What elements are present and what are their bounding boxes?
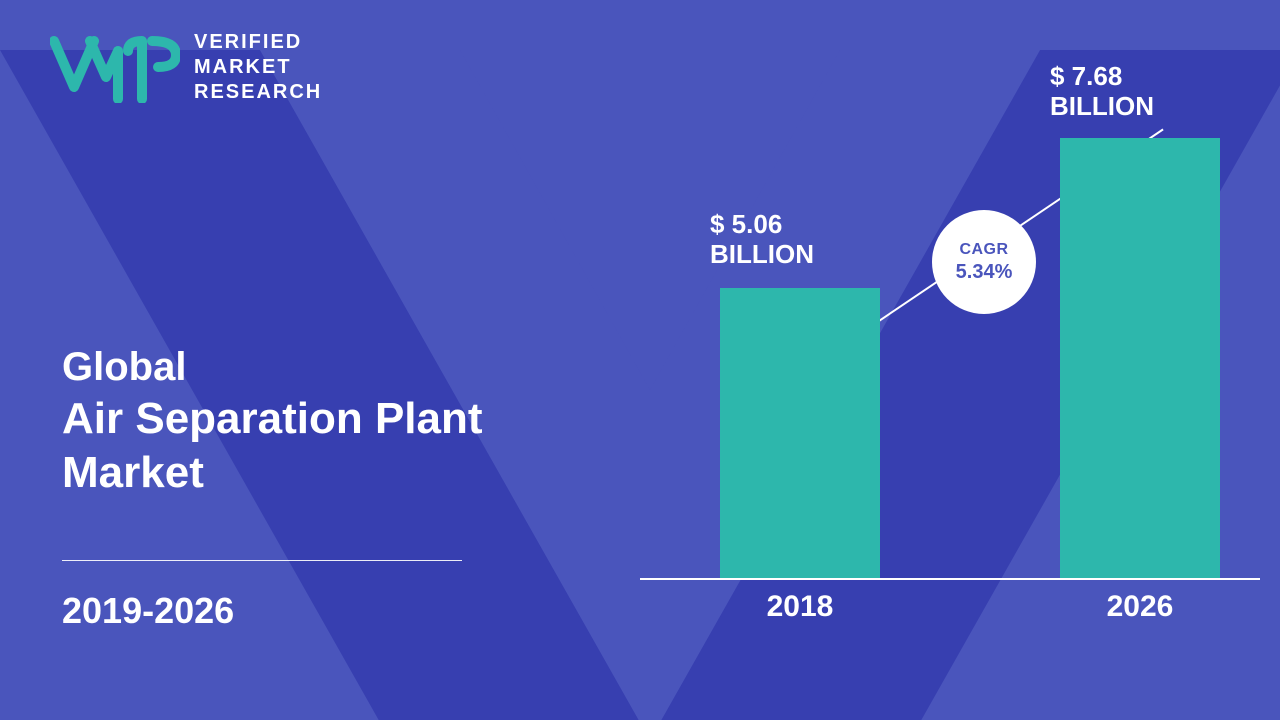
year-range: 2019-2026: [62, 590, 234, 632]
bar-2026-value: $ 7.68 BILLION: [1050, 62, 1154, 122]
brand-logo: VERIFIED MARKET RESEARCH: [50, 30, 322, 105]
bar-2018-value: $ 5.06 BILLION: [710, 210, 814, 270]
title-line-3: Market: [62, 448, 483, 498]
logo-text-line2: MARKET: [194, 55, 322, 80]
title-line-1: Global: [62, 345, 483, 390]
logo-text: VERIFIED MARKET RESEARCH: [194, 30, 322, 105]
title-block: Global Air Separation Plant Market: [62, 345, 483, 498]
bar-2026-value-line1: $ 7.68: [1050, 61, 1122, 91]
bar-2018-year: 2018: [740, 590, 860, 624]
title-line-2: Air Separation Plant: [62, 394, 483, 444]
bar-2018: [720, 288, 880, 578]
bar-2026-year: 2026: [1080, 590, 1200, 624]
cagr-value: 5.34%: [956, 261, 1013, 284]
bar-2018-value-line1: $ 5.06: [710, 209, 782, 239]
bar-2026: [1060, 138, 1220, 578]
chart-baseline: [640, 578, 1260, 580]
cagr-label: CAGR: [959, 241, 1008, 259]
logo-text-line3: RESEARCH: [194, 80, 322, 105]
logo-text-line1: VERIFIED: [194, 30, 322, 55]
infographic-canvas: VERIFIED MARKET RESEARCH Global Air Sepa…: [0, 0, 1280, 720]
logo-mark-icon: [50, 33, 180, 103]
bar-chart: $ 5.06 BILLION 2018 $ 7.68 BILLION 2026 …: [640, 20, 1260, 620]
bar-2018-value-line2: BILLION: [710, 239, 814, 269]
cagr-badge: CAGR 5.34%: [932, 210, 1036, 314]
title-divider: [62, 560, 462, 561]
bar-2026-value-line2: BILLION: [1050, 91, 1154, 121]
